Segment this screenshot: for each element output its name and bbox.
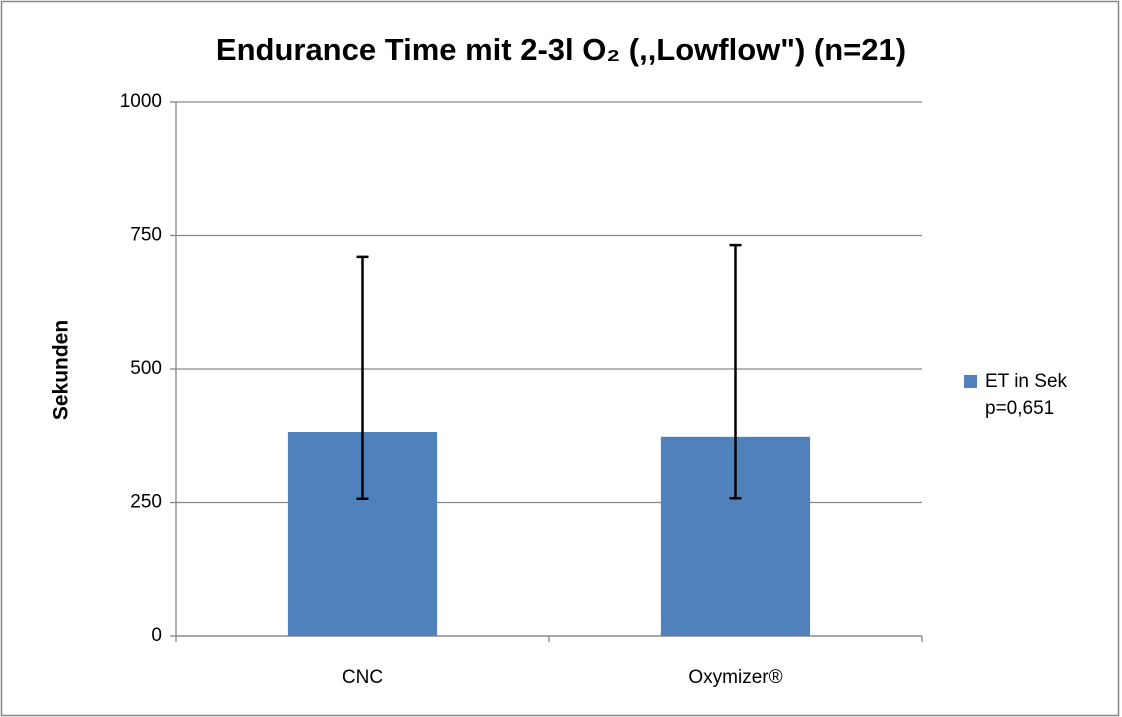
y-tick-label: 500 <box>130 358 162 379</box>
legend-swatch <box>964 375 977 388</box>
y-tick-label: 1000 <box>120 91 162 112</box>
chart-title: Endurance Time mit 2-3l O₂ (,,Lowflow") … <box>216 32 906 67</box>
legend-label: ET in Sek <box>985 371 1068 392</box>
error-bar <box>356 255 369 501</box>
y-axis-label: Sekunden <box>50 320 73 420</box>
error-bar <box>729 243 742 500</box>
y-tick-label: 250 <box>130 492 162 513</box>
legend-note: p=0,651 <box>985 398 1054 419</box>
x-tick-label: Oxymizer® <box>688 667 782 688</box>
y-tick-label: 0 <box>151 625 162 646</box>
x-tick-label: CNC <box>342 667 383 688</box>
y-tick-label: 750 <box>130 225 162 246</box>
